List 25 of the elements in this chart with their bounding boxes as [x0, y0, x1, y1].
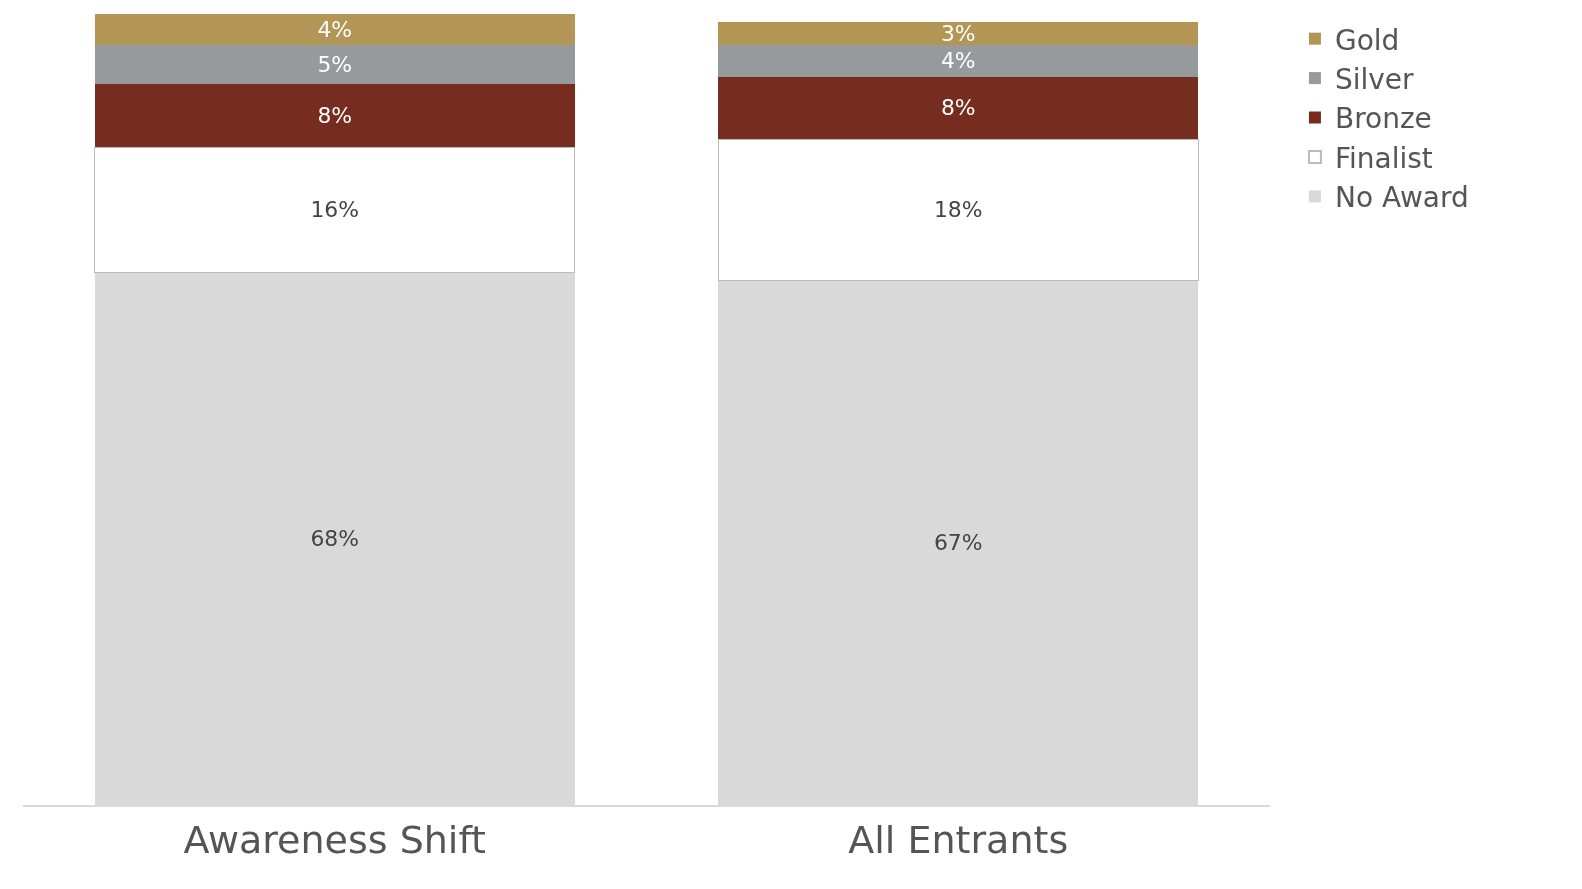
bar: [94, 45, 575, 85]
data-label: 18%: [933, 197, 983, 223]
data-label: 16%: [310, 197, 360, 223]
bar: [94, 84, 575, 148]
legend-label: Silver: [1334, 63, 1415, 97]
data-label: 68%: [310, 526, 360, 552]
data-label: 67%: [933, 530, 983, 556]
legend-label: Finalist: [1334, 141, 1433, 175]
legend-label: Bronze: [1334, 102, 1432, 136]
legend-label: No Award: [1334, 181, 1469, 215]
data-label: 4%: [317, 17, 353, 43]
x-tick-label: All Entrants: [848, 817, 1069, 862]
bar: [94, 14, 575, 46]
bar: [94, 146, 576, 273]
data-label: 3%: [940, 21, 976, 47]
bar: [718, 45, 1199, 77]
data-label: 4%: [940, 48, 976, 74]
data-label: 5%: [317, 52, 353, 78]
data-label: 8%: [317, 103, 353, 129]
x-tick-label: Awareness Shift: [183, 817, 486, 862]
bar: [718, 76, 1199, 140]
legend-label: Gold: [1334, 23, 1400, 57]
bar: [718, 21, 1199, 46]
data-label: 8%: [940, 95, 976, 121]
bar: [717, 138, 1199, 281]
